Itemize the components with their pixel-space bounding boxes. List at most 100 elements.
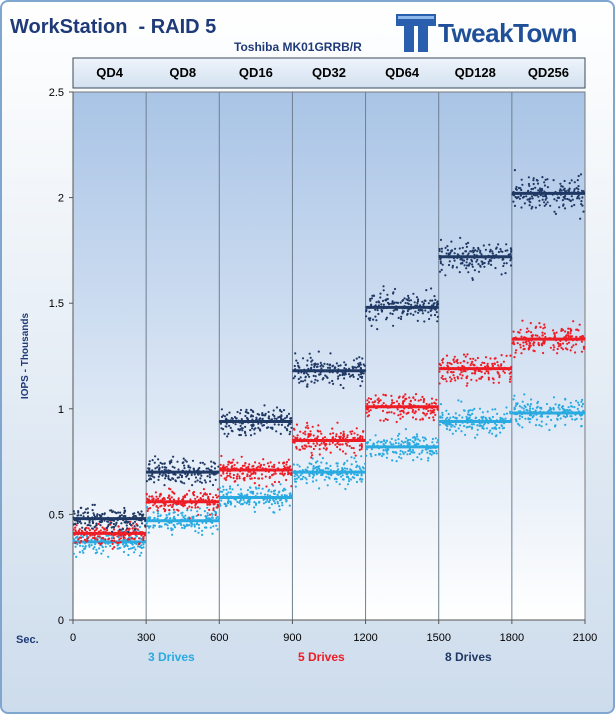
- data-point: [350, 478, 353, 481]
- data-point: [87, 527, 90, 530]
- data-point: [565, 415, 569, 418]
- data-point: [457, 377, 460, 380]
- data-point: [399, 301, 402, 304]
- data-point: [99, 529, 102, 532]
- data-point: [350, 456, 353, 459]
- data-point: [168, 509, 171, 512]
- data-point: [505, 406, 508, 409]
- data-point: [287, 458, 290, 461]
- data-point: [509, 247, 512, 250]
- data-point: [211, 532, 214, 535]
- data-point: [211, 516, 214, 519]
- data-point: [81, 526, 84, 529]
- data-point: [404, 397, 407, 400]
- data-point: [363, 462, 367, 465]
- data-point: [445, 409, 448, 412]
- data-point: [367, 397, 370, 400]
- data-point: [359, 435, 362, 438]
- data-point: [339, 432, 342, 435]
- data-point: [489, 259, 492, 262]
- data-point: [515, 402, 518, 405]
- data-point: [310, 363, 313, 366]
- data-point: [431, 299, 434, 302]
- data-point: [146, 524, 149, 528]
- data-point: [571, 198, 574, 201]
- data-point: [543, 184, 547, 187]
- data-point: [256, 492, 259, 495]
- data-point: [345, 442, 348, 445]
- data-point: [500, 354, 503, 357]
- data-point: [88, 545, 91, 548]
- data-point: [471, 412, 474, 415]
- data-point: [80, 506, 83, 509]
- data-point: [237, 428, 240, 431]
- data-point: [509, 371, 513, 374]
- data-point: [374, 434, 377, 437]
- data-point: [541, 334, 544, 337]
- data-point: [491, 415, 494, 419]
- data-point: [118, 528, 121, 531]
- data-point: [170, 527, 173, 530]
- data-point: [437, 302, 440, 306]
- data-point: [466, 258, 469, 261]
- data-point: [515, 349, 518, 352]
- data-point: [273, 463, 276, 466]
- data-point: [89, 524, 92, 527]
- data-point: [538, 344, 541, 347]
- data-point: [456, 253, 459, 256]
- data-point: [450, 378, 453, 381]
- data-point: [205, 526, 208, 529]
- data-point: [86, 539, 89, 542]
- data-point: [459, 424, 462, 427]
- data-point: [318, 453, 321, 456]
- data-point: [91, 503, 94, 506]
- data-point: [306, 424, 309, 427]
- data-point: [214, 494, 217, 497]
- segment-label: QD4: [96, 65, 124, 80]
- data-point: [265, 426, 269, 429]
- data-point: [271, 483, 274, 486]
- data-point: [284, 426, 287, 429]
- data-point: [157, 475, 160, 478]
- data-point: [581, 196, 584, 199]
- data-point: [213, 467, 217, 470]
- data-point: [148, 498, 151, 501]
- data-point: [526, 403, 530, 406]
- data-point: [315, 473, 318, 476]
- data-point: [529, 322, 532, 325]
- data-point: [469, 364, 472, 367]
- data-point: [481, 425, 484, 428]
- data-point: [406, 453, 409, 456]
- data-point: [421, 449, 424, 452]
- data-point: [170, 459, 173, 462]
- data-point: [257, 487, 260, 490]
- data-point: [271, 426, 274, 429]
- data-point: [412, 436, 415, 439]
- data-point: [369, 409, 372, 412]
- data-point: [520, 206, 523, 209]
- legend-item-8-drives: 8 Drives: [445, 650, 492, 664]
- data-point: [549, 204, 552, 207]
- data-point: [540, 343, 543, 346]
- data-point: [334, 477, 337, 480]
- data-point: [432, 419, 435, 422]
- data-point: [199, 514, 202, 517]
- data-point: [444, 246, 447, 249]
- data-point: [297, 377, 300, 381]
- data-point: [513, 407, 516, 410]
- data-point: [338, 448, 342, 451]
- data-point: [267, 500, 270, 503]
- data-point: [304, 430, 307, 433]
- data-point: [294, 480, 297, 483]
- data-point: [453, 355, 456, 358]
- data-point: [471, 265, 474, 268]
- data-point: [540, 407, 543, 410]
- data-point: [233, 463, 236, 467]
- data-point: [472, 246, 475, 250]
- data-point: [96, 535, 99, 538]
- data-point: [113, 539, 116, 543]
- data-point: [301, 357, 305, 360]
- data-point: [414, 310, 417, 313]
- data-point: [342, 433, 345, 436]
- data-point: [107, 555, 110, 558]
